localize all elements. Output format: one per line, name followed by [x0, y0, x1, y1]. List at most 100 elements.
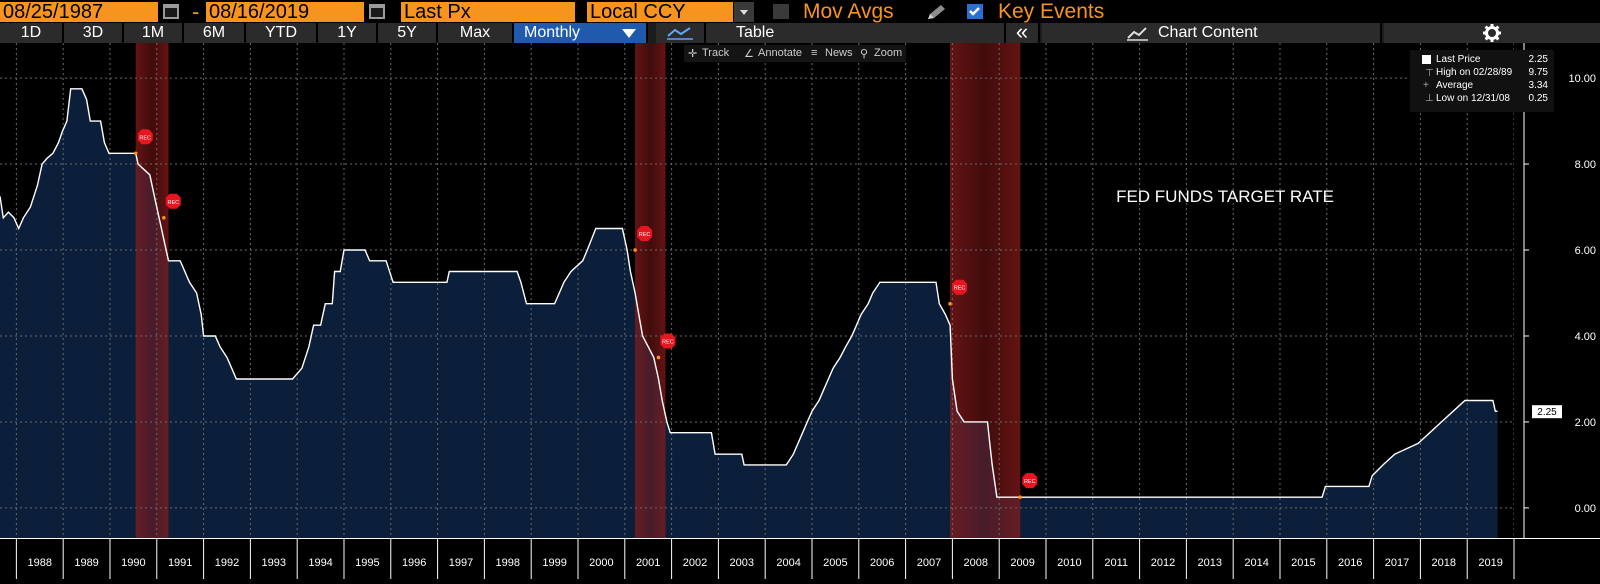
- tab-6m[interactable]: 6M: [184, 23, 246, 43]
- event-marker-shape: [637, 226, 653, 242]
- event-marker-label: REC: [167, 200, 179, 206]
- chart-legend: Last Price 2.25 ⊤ High on 02/28/89 9.75 …: [1410, 50, 1554, 112]
- period-label: Monthly: [524, 24, 581, 41]
- news-icon: ≡: [811, 47, 818, 59]
- x-tick-label: 1989: [74, 557, 98, 569]
- tab-5y[interactable]: 5Y: [378, 23, 438, 43]
- recession-event-marker[interactable]: REC: [165, 193, 181, 209]
- legend-last-price: Last Price 2.25: [1410, 53, 1554, 66]
- legend-high: ⊤ High on 02/28/89 9.75: [1425, 67, 1548, 79]
- gear-icon: [1483, 24, 1501, 42]
- event-marker-shape: [1022, 473, 1038, 489]
- annotate-icon: ∠: [744, 48, 754, 60]
- x-tick-label: 1993: [262, 557, 286, 569]
- tab-bar: 1D 3D 1M 6M YTD 1Y 5Y Max Monthly Table …: [0, 21, 1600, 43]
- zoom-tool[interactable]: Zoom: [874, 47, 903, 59]
- event-marker-shape: [165, 193, 181, 209]
- mov-avgs-checkbox[interactable]: [773, 4, 789, 19]
- x-axis-panel: [0, 538, 1600, 579]
- toolbar: 08/25/1987 - 08/16/2019 Last Px Local CC…: [0, 0, 1600, 24]
- x-tick-label: 2018: [1432, 557, 1456, 569]
- y-tick-label: 6.00: [1575, 245, 1596, 257]
- series-line: [0, 88, 1498, 498]
- tab-1d[interactable]: 1D: [0, 23, 64, 43]
- series-area: [0, 88, 1498, 539]
- calendar-icon[interactable]: [163, 4, 179, 19]
- x-tick-label: 2003: [730, 557, 754, 569]
- tab-3d[interactable]: 3D: [64, 23, 124, 43]
- legend-average: + Average 3.34: [1423, 80, 1548, 91]
- chart-svg[interactable]: REC REC REC REC REC REC 0.00 2.00 4.00 6.00 8.00 10…: [0, 43, 1600, 579]
- line-chart-button[interactable]: [656, 23, 706, 43]
- field-selector[interactable]: Last Px: [401, 2, 575, 22]
- x-tick-label: 2005: [823, 557, 847, 569]
- x-tick-label: 2000: [589, 557, 613, 569]
- recession-event-marker[interactable]: REC: [137, 129, 153, 145]
- chevron-down-icon[interactable]: [734, 2, 754, 22]
- news-tool[interactable]: News: [825, 47, 853, 59]
- x-tick-label: 2001: [636, 557, 660, 569]
- track-tool[interactable]: Track: [702, 47, 730, 59]
- last-value-label: 2.25: [1537, 407, 1557, 418]
- y-tick-label: 10.00: [1568, 73, 1596, 85]
- x-tick-label: 2009: [1010, 557, 1034, 569]
- event-marker-label: REC: [954, 286, 966, 292]
- high-marker-icon: ⊤: [1425, 68, 1434, 79]
- chart-area[interactable]: REC REC REC REC REC REC 0.00 2.00 4.00 6.00 8.00 10…: [0, 43, 1600, 579]
- end-date-field[interactable]: 08/16/2019: [206, 2, 364, 22]
- mov-avgs-label[interactable]: Mov Avgs: [803, 0, 894, 23]
- tab-ytd[interactable]: YTD: [246, 23, 318, 43]
- zoom-icon: ⚲: [860, 48, 869, 60]
- x-tick-label: 1991: [168, 557, 192, 569]
- x-tick-label: 1996: [402, 557, 426, 569]
- event-marker-shape: [137, 129, 153, 145]
- table-button[interactable]: Table: [706, 23, 1006, 43]
- event-marker-label: REC: [139, 135, 151, 141]
- event-point: [1018, 495, 1023, 499]
- y-tick-label: 4.00: [1575, 331, 1596, 343]
- x-tick-label: 2010: [1057, 557, 1081, 569]
- recession-event-marker[interactable]: REC: [1022, 473, 1038, 489]
- pencil-icon[interactable]: [926, 3, 948, 21]
- event-marker-shape: [952, 279, 968, 295]
- period-selector[interactable]: Monthly: [514, 23, 648, 43]
- key-events-checkbox[interactable]: [967, 4, 983, 19]
- chart-tools-bar: ✛ Track ∠ Annotate ≡ News ⚲ Zoom: [684, 45, 906, 62]
- recession-band: [635, 43, 666, 538]
- chart-content-label: Chart Content: [1158, 24, 1258, 41]
- tab-max[interactable]: Max: [438, 23, 514, 43]
- key-events-label[interactable]: Key Events: [998, 0, 1105, 23]
- start-date-field[interactable]: 08/25/1987: [0, 2, 158, 22]
- x-tick-label: 2008: [964, 557, 988, 569]
- event-marker-label: REC: [1024, 479, 1036, 485]
- tab-1m[interactable]: 1M: [124, 23, 184, 43]
- x-tick-label: 1990: [121, 557, 145, 569]
- average-marker-icon: +: [1423, 80, 1429, 91]
- recession-event-marker[interactable]: REC: [660, 333, 676, 349]
- x-tick-label: 2004: [776, 557, 800, 569]
- y-tick-label: 0.00: [1575, 503, 1596, 515]
- event-point: [948, 301, 952, 306]
- x-tick-label: 1997: [449, 557, 473, 569]
- x-tick-label: 2012: [1151, 557, 1175, 569]
- event-marker-label: REC: [662, 339, 674, 345]
- x-tick-label: 1999: [542, 557, 566, 569]
- x-tick-label: 1994: [308, 557, 332, 569]
- x-tick-label: 1995: [355, 557, 379, 569]
- chart-content-button[interactable]: Chart Content: [1042, 23, 1382, 43]
- recession-event-marker[interactable]: REC: [637, 226, 653, 242]
- event-point: [133, 151, 138, 156]
- collapse-button[interactable]: «: [1006, 21, 1040, 43]
- chevron-down-icon: [622, 29, 636, 38]
- calendar-icon[interactable]: [369, 4, 385, 19]
- recession-event-marker[interactable]: REC: [952, 279, 968, 295]
- series-swatch-icon: [1422, 55, 1431, 64]
- annotate-tool[interactable]: Annotate: [758, 47, 803, 59]
- x-tick-label: 2006: [870, 557, 894, 569]
- settings-button[interactable]: [1384, 23, 1600, 43]
- tab-1y[interactable]: 1Y: [318, 23, 378, 43]
- x-tick-label: 2007: [917, 557, 941, 569]
- date-separator: -: [192, 0, 200, 24]
- y-tick-label: 2.00: [1575, 417, 1596, 429]
- currency-selector[interactable]: Local CCY: [587, 2, 733, 22]
